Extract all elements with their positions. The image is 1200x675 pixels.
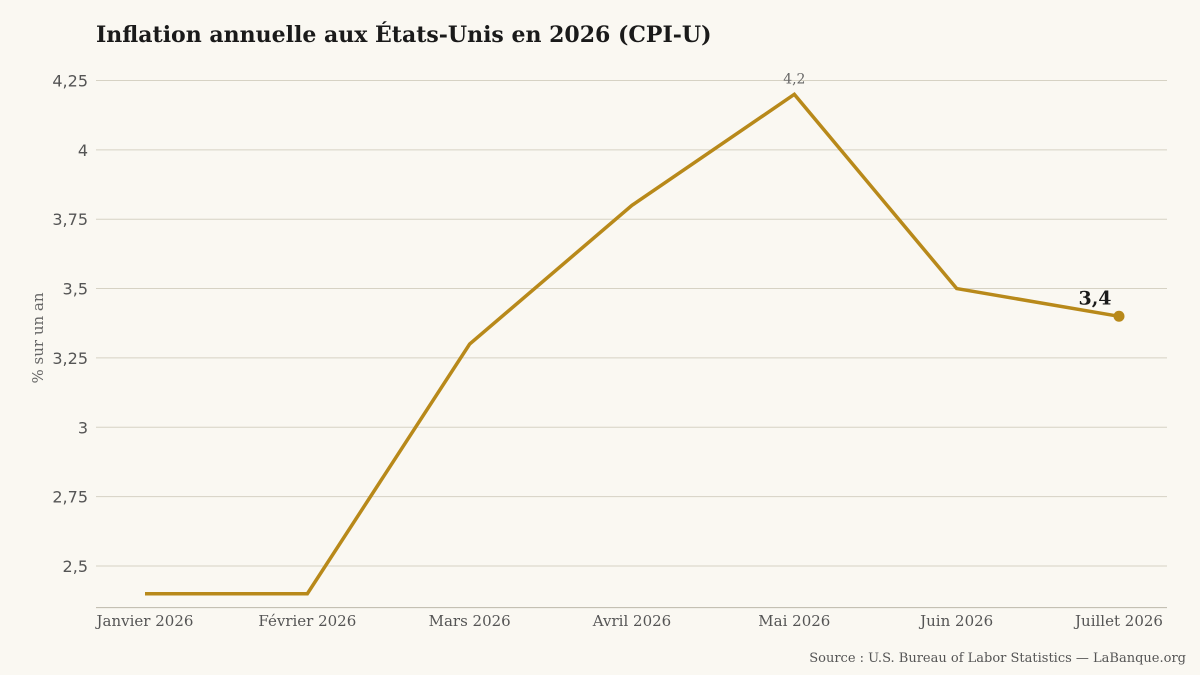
series-layer [145, 92, 1125, 596]
y-tick-label: 3 [78, 418, 88, 437]
y-tick-label: 3,25 [52, 349, 88, 368]
x-tick-label: Mai 2026 [758, 612, 830, 630]
last-value-label: 3,4 [1078, 287, 1111, 309]
y-axis-label: % sur un an [29, 292, 47, 383]
x-tick-label: Mars 2026 [429, 612, 511, 630]
y-tick-label: 2,5 [63, 557, 88, 576]
end-point-marker [1113, 310, 1125, 322]
y-tick-label: 2,75 [52, 488, 88, 507]
x-tick-label: Juin 2026 [918, 612, 993, 630]
y-tick-label: 4,25 [52, 71, 88, 90]
gridlines [96, 79, 1167, 567]
y-tick-label: 4 [78, 141, 88, 160]
x-tick-label: Février 2026 [258, 612, 356, 630]
x-tick-label: Juillet 2026 [1073, 612, 1163, 630]
source-note: Source : U.S. Bureau of Labor Statistics… [809, 651, 1186, 666]
series-line [145, 92, 1120, 596]
x-tick-label: Avril 2026 [592, 612, 671, 630]
x-tick-label: Janvier 2026 [95, 612, 194, 630]
axes: 2,5 2,75 3 3,25 3,5 3,75 4 4,25 Janvier 2026 Févr… [29, 71, 1167, 630]
peak-value-label: 4,2 [783, 71, 805, 87]
chart-title: Inflation annuelle aux États-Unis en 202… [96, 22, 712, 48]
annotations: 4,2 3,4 [783, 71, 1111, 309]
y-tick-label: 3,5 [63, 280, 88, 299]
y-tick-label: 3,75 [52, 210, 88, 229]
